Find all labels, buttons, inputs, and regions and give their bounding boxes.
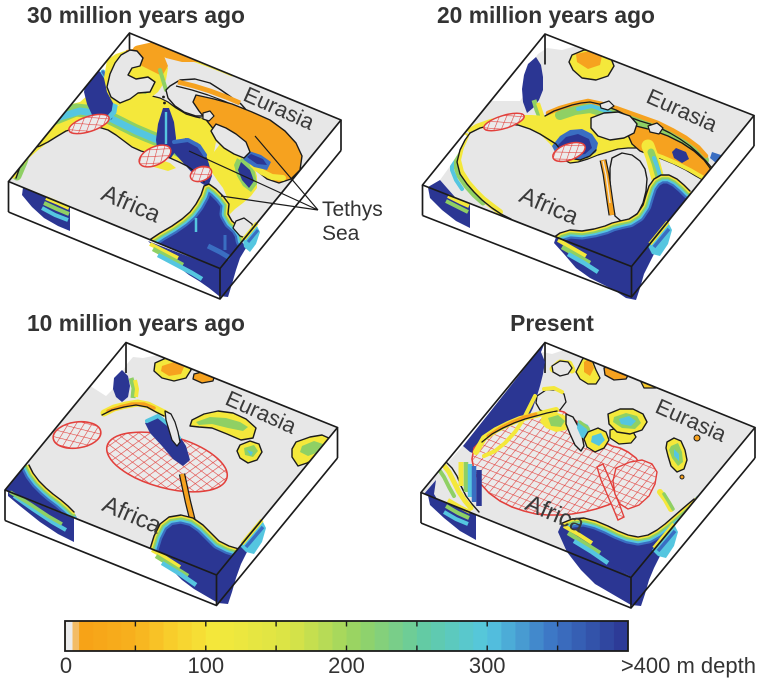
svg-text:10 million years ago: 10 million years ago [27, 310, 245, 336]
svg-text:Present: Present [510, 310, 594, 336]
svg-text:200: 200 [328, 653, 365, 678]
svg-text:Tethys: Tethys [322, 198, 383, 221]
svg-text:20 million years ago: 20 million years ago [437, 2, 655, 28]
svg-text:Sea: Sea [322, 222, 360, 245]
svg-text:0: 0 [60, 653, 72, 678]
svg-text:100: 100 [187, 653, 224, 678]
svg-text:300: 300 [469, 653, 506, 678]
svg-text:>400 m depth: >400 m depth [621, 653, 756, 678]
svg-text:30 million years ago: 30 million years ago [27, 2, 245, 28]
